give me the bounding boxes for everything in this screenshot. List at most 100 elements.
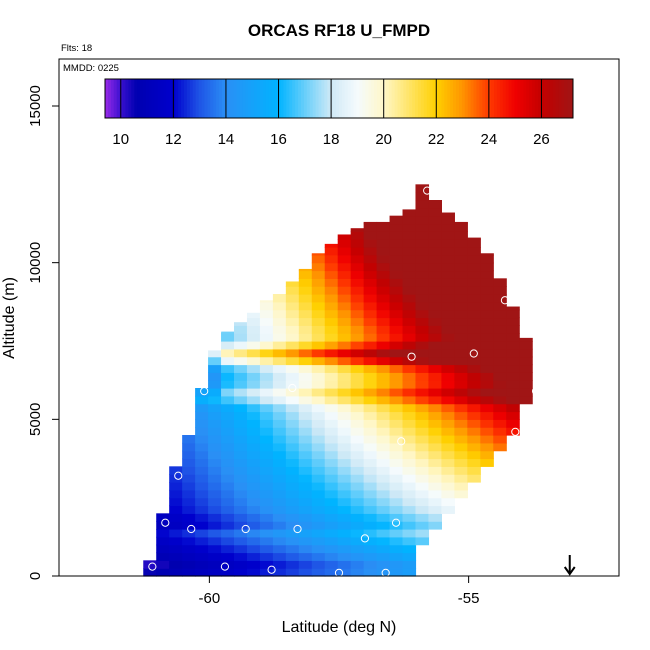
heatmap-cell: [415, 278, 430, 287]
heatmap-cell: [285, 309, 300, 319]
heatmap-cell: [337, 234, 352, 240]
heatmap-cell: [234, 497, 248, 507]
heatmap-cell: [285, 536, 300, 546]
heatmap-cell: [156, 513, 170, 522]
heatmap-cell: [208, 364, 222, 373]
heatmap-cell: [506, 309, 520, 319]
heatmap-cell: [363, 466, 378, 475]
heatmap-cell: [272, 458, 287, 467]
heatmap-cell: [350, 466, 365, 475]
heatmap-cell: [259, 317, 274, 326]
colorbar-segment: [222, 79, 226, 118]
heatmap-cell: [234, 552, 248, 561]
heatmap-cell: [454, 427, 468, 436]
heatmap-cell: [402, 521, 417, 530]
colorbar-segment: [330, 79, 334, 118]
colorbar-segment: [339, 79, 343, 118]
heatmap-cell: [324, 560, 339, 569]
heatmap-cell: [298, 372, 313, 381]
heatmap-cell: [454, 403, 468, 413]
heatmap-cell: [428, 395, 442, 405]
heatmap-cell: [376, 411, 391, 420]
heatmap-cell: [285, 317, 300, 326]
heatmap-cell: [259, 505, 274, 514]
heatmap-cell: [272, 521, 287, 530]
heatmap-cell: [337, 544, 352, 554]
heatmap-cell: [285, 403, 300, 413]
y-tick-label: 0: [27, 572, 44, 580]
colorbar-segment: [344, 79, 349, 118]
heatmap-cell: [454, 317, 468, 326]
heatmap-cell: [234, 536, 248, 546]
heatmap-cell: [415, 254, 430, 264]
colorbar-segment: [429, 79, 434, 118]
heatmap-cell: [467, 341, 481, 350]
heatmap-cell: [363, 325, 378, 334]
heatmap-cell: [363, 278, 378, 287]
heatmap-cell: [389, 325, 404, 334]
heatmap-cell: [246, 411, 261, 420]
heatmap-cell: [311, 395, 326, 405]
heatmap-cell: [389, 552, 404, 561]
heatmap-cell: [493, 372, 507, 381]
heatmap-cell: [350, 286, 365, 295]
heatmap-cell: [389, 489, 404, 499]
heatmap-cell: [363, 482, 378, 491]
flight-point: [293, 524, 302, 534]
heatmap-cell: [389, 294, 404, 303]
heatmap-cell: [234, 560, 248, 569]
heatmap-cell: [376, 482, 391, 491]
heatmap-cell: [311, 419, 326, 428]
heatmap-cell: [441, 466, 455, 475]
heatmap-cell: [376, 395, 391, 405]
heatmap-cell: [311, 489, 326, 499]
heatmap-cell: [376, 497, 391, 507]
heatmap-cell: [208, 350, 222, 358]
heatmap-cell: [195, 419, 209, 428]
heatmap-cell: [259, 489, 274, 499]
colorbar-segment: [151, 79, 156, 118]
heatmap-cell: [311, 278, 326, 287]
heatmap-cell: [350, 231, 365, 240]
heatmap-cell: [208, 442, 222, 452]
heatmap-cell: [246, 325, 261, 334]
heatmap-cell: [428, 466, 442, 475]
colorbar-tick-label: 10: [112, 131, 129, 148]
heatmap-cell: [298, 403, 313, 413]
heatmap-cell: [272, 474, 287, 483]
heatmap-cell: [402, 513, 417, 522]
heatmap-cell: [376, 341, 391, 350]
heatmap-cell: [298, 435, 313, 444]
heatmap-cell: [428, 356, 442, 366]
colorbar-segment: [491, 79, 495, 118]
colorbar-segment: [438, 79, 442, 118]
heatmap-cell: [415, 395, 430, 405]
colorbar-segment: [268, 79, 273, 118]
heatmap-cell: [169, 544, 183, 554]
heatmap-cell: [389, 536, 404, 546]
heatmap-cell: [480, 301, 494, 311]
heatmap-cell: [324, 411, 339, 420]
heatmap-cell: [441, 317, 455, 326]
heatmap-cell: [441, 309, 455, 319]
heatmap-cell: [285, 513, 300, 522]
heatmap-cell: [480, 254, 494, 264]
heatmap-cell: [363, 309, 378, 319]
colorbar-segment: [201, 79, 205, 118]
heatmap-cell: [441, 254, 455, 264]
heatmap-cell: [389, 380, 404, 389]
heatmap-cell: [195, 474, 209, 483]
heatmap-cell: [467, 356, 481, 366]
heatmap-cell: [298, 333, 313, 342]
heatmap-cell: [208, 505, 222, 514]
heatmap-cell: [506, 403, 520, 413]
heatmap-cell: [311, 262, 326, 272]
heatmap-cell: [493, 388, 507, 397]
heatmap-cell: [519, 356, 533, 366]
heatmap-cell: [311, 427, 326, 436]
heatmap-cell: [350, 505, 365, 514]
heatmap-cell: [221, 333, 235, 342]
heatmap-cell: [402, 419, 417, 428]
colorbar-segment: [107, 79, 112, 118]
heatmap-cell: [143, 560, 157, 569]
